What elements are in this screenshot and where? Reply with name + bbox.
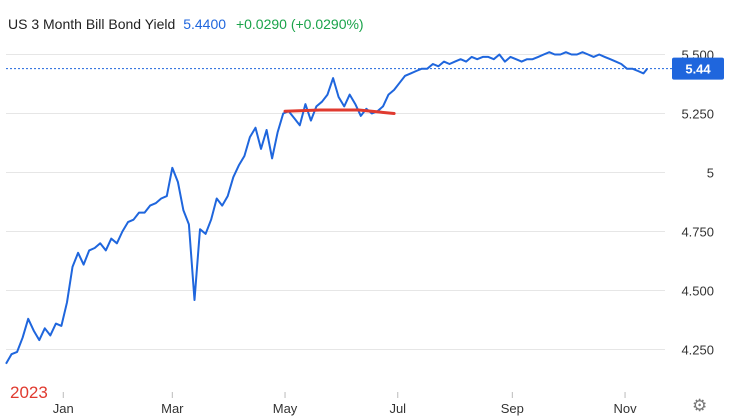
y-tick-label: 5.250	[681, 107, 714, 122]
x-tick-label: Jan	[53, 401, 74, 416]
x-tick-label: Jul	[389, 401, 406, 416]
trend-line	[283, 108, 396, 115]
y-tick-label: 4.500	[681, 284, 714, 299]
x-tick-label: May	[273, 401, 298, 416]
current-value-label-text: 5.44	[685, 62, 711, 77]
x-tick-label: Nov	[613, 401, 637, 416]
grid-lines	[6, 54, 665, 351]
yield-change: +0.0290 (+0.0290%)	[235, 16, 364, 32]
x-tick-label: Mar	[161, 401, 184, 416]
x-tick-label: Sep	[501, 401, 524, 416]
x-axis-ticks: Jan Mar May Jul Sep Nov	[53, 392, 637, 416]
chart-header: US 3 Month Bill Bond Yield 5.4400 +0.029…	[8, 16, 364, 32]
chart-title: US 3 Month Bill Bond Yield	[8, 16, 176, 32]
y-tick-label: 4.750	[681, 225, 714, 240]
current-value-label-bg	[672, 57, 724, 80]
current-yield-value: 5.4400	[183, 16, 227, 32]
current-value-label: 5.44	[672, 57, 724, 80]
yield-series-line[interactable]	[5, 51, 648, 365]
gear-icon[interactable]: ⚙	[692, 396, 708, 415]
y-tick-label: 5	[707, 166, 714, 181]
year-label: 2023	[10, 383, 48, 402]
y-tick-label: 4.250	[681, 343, 714, 358]
